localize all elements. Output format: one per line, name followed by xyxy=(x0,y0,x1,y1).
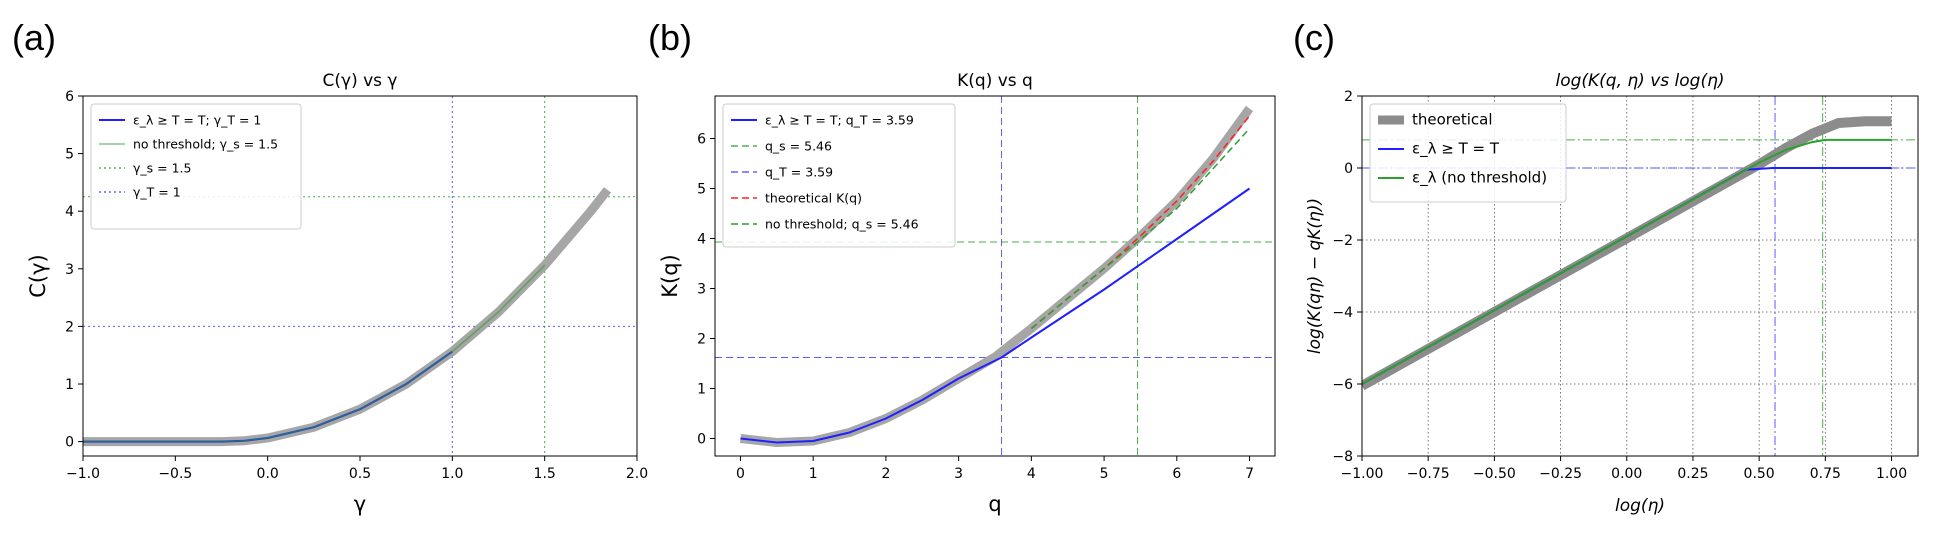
x-tick-label: 6 xyxy=(1172,466,1181,482)
panel-label: (c) xyxy=(1293,17,1335,58)
x-tick-label: 2 xyxy=(881,466,890,482)
x-tick-label: −0.25 xyxy=(1539,466,1582,482)
legend-label: q_T = 3.59 xyxy=(765,165,833,180)
y-axis-label: log(K(qη) − qK(η)) xyxy=(1305,198,1325,354)
y-tick-label: −6 xyxy=(1332,377,1353,393)
legend-label: theoretical K(q) xyxy=(765,191,862,206)
x-tick-label: 1.5 xyxy=(534,466,556,482)
y-tick-label: 0 xyxy=(697,432,706,448)
legend-label: q_s = 5.46 xyxy=(765,139,832,154)
plot-area xyxy=(715,96,1275,456)
y-tick-label: 5 xyxy=(697,182,706,198)
axes-frame xyxy=(714,95,1276,457)
legend: ε_λ ≥ T = T; γ_T = 1 no threshold; γ_s = … xyxy=(90,103,302,230)
y-tick-label: 3 xyxy=(697,282,706,298)
legend-label: ε_λ ≥ T = T; γ_T = 1 xyxy=(133,113,261,128)
chart-title: C(γ) vs γ xyxy=(323,71,398,91)
x-tick-label: −1.00 xyxy=(1341,466,1384,482)
y-tick-label: 6 xyxy=(697,132,706,148)
chart-title: K(q) vs q xyxy=(957,71,1033,91)
y-tick-label: 4 xyxy=(65,204,74,220)
x-tick-label: 0.00 xyxy=(1611,466,1642,482)
y-tick-label: 0 xyxy=(1344,161,1353,177)
legend-label: ε_λ ≥ T = T; q_T = 3.59 xyxy=(765,113,914,128)
legend-label: no threshold; γ_s = 1.5 xyxy=(133,137,278,152)
y-tick-label: 1 xyxy=(65,377,74,393)
y-tick-label: −8 xyxy=(1332,449,1353,465)
legend-label: theoretical xyxy=(1412,111,1493,129)
y-tick-label: −4 xyxy=(1332,305,1353,321)
x-tick-label: −0.50 xyxy=(1473,466,1516,482)
x-tick-label: 0.50 xyxy=(1744,466,1775,482)
panel-label: (a) xyxy=(12,17,56,58)
panel-label: (b) xyxy=(648,17,692,58)
series-line xyxy=(1362,116,1892,391)
series-line xyxy=(83,264,546,443)
series-line xyxy=(740,187,1251,444)
panel-1: (a) −1.0 −0.5 0.0 0.5 1.0 1.5 2.0 0 1 2 3 4 5 6 C(γ) vs… xyxy=(12,17,648,516)
y-tick-label: 4 xyxy=(697,232,706,248)
legend-label: γ_T = 1 xyxy=(133,185,181,200)
panel-3: (c) −1.00 −0.75 −0.50 −0.25 0.00 0.25 0.50 0.75 1… xyxy=(1293,17,1919,516)
legend-box xyxy=(90,103,302,230)
x-tick-label: −1.0 xyxy=(66,466,100,482)
axes-frame xyxy=(1361,95,1919,457)
x-tick-label: 1.00 xyxy=(1876,466,1907,482)
legend-box xyxy=(722,103,956,248)
y-tick-label: 3 xyxy=(65,262,74,278)
y-tick-label: 2 xyxy=(697,332,706,348)
y-axis-label: K(q) xyxy=(658,254,682,298)
x-tick-label: 3 xyxy=(954,466,963,482)
y-tick-label: 2 xyxy=(65,319,74,335)
x-tick-label: 1.0 xyxy=(441,466,463,482)
series-line xyxy=(1030,127,1251,330)
x-tick-label: 1 xyxy=(809,466,818,482)
x-tick-label: 4 xyxy=(1027,466,1036,482)
x-tick-label: 0.5 xyxy=(349,466,371,482)
x-tick-label: 7 xyxy=(1245,466,1254,482)
y-tick-label: 6 xyxy=(65,89,74,105)
legend: theoretical ε_λ ≥ T = T ε_λ (no threshold) xyxy=(1369,103,1567,203)
legend-label: ε_λ (no threshold) xyxy=(1412,169,1547,188)
legend-label: γ_s = 1.5 xyxy=(133,161,191,176)
legend: ε_λ ≥ T = T; q_T = 3.59 q_s = 5.46 q_T = 3… xyxy=(722,103,956,248)
legend-box xyxy=(1369,103,1567,203)
x-tick-label: 0 xyxy=(736,466,745,482)
x-tick-label: 0.75 xyxy=(1810,466,1841,482)
y-axis-label: C(γ) xyxy=(26,254,50,297)
x-tick-label: 0.25 xyxy=(1677,466,1708,482)
x-axis-label: q xyxy=(988,492,1001,516)
legend-label: no threshold; q_s = 5.46 xyxy=(765,217,919,232)
plot-area xyxy=(83,96,637,456)
y-tick-label: 1 xyxy=(697,382,706,398)
panel-2: (b) 0 1 2 3 4 5 6 7 0 1 2 3 4 5 6 K(q) vs q q K(q) ε_λ ≥ T … xyxy=(648,17,1276,516)
legend-label: ε_λ ≥ T = T xyxy=(1412,140,1500,159)
y-tick-label: −2 xyxy=(1332,233,1353,249)
series-line xyxy=(1362,138,1892,385)
x-axis-label: log(η) xyxy=(1615,496,1665,516)
x-tick-label: 5 xyxy=(1100,466,1109,482)
chart-title: log(K(q, η) vs log(η) xyxy=(1555,71,1724,91)
series-line xyxy=(83,350,453,443)
x-tick-label: −0.75 xyxy=(1407,466,1450,482)
x-tick-label: −0.5 xyxy=(158,466,192,482)
x-axis-label: γ xyxy=(354,492,366,516)
x-tick-label: 2.0 xyxy=(626,466,648,482)
y-tick-label: 0 xyxy=(65,435,74,451)
x-tick-label: 0.0 xyxy=(257,466,279,482)
y-tick-label: 5 xyxy=(65,147,74,163)
y-tick-label: 2 xyxy=(1344,89,1353,105)
